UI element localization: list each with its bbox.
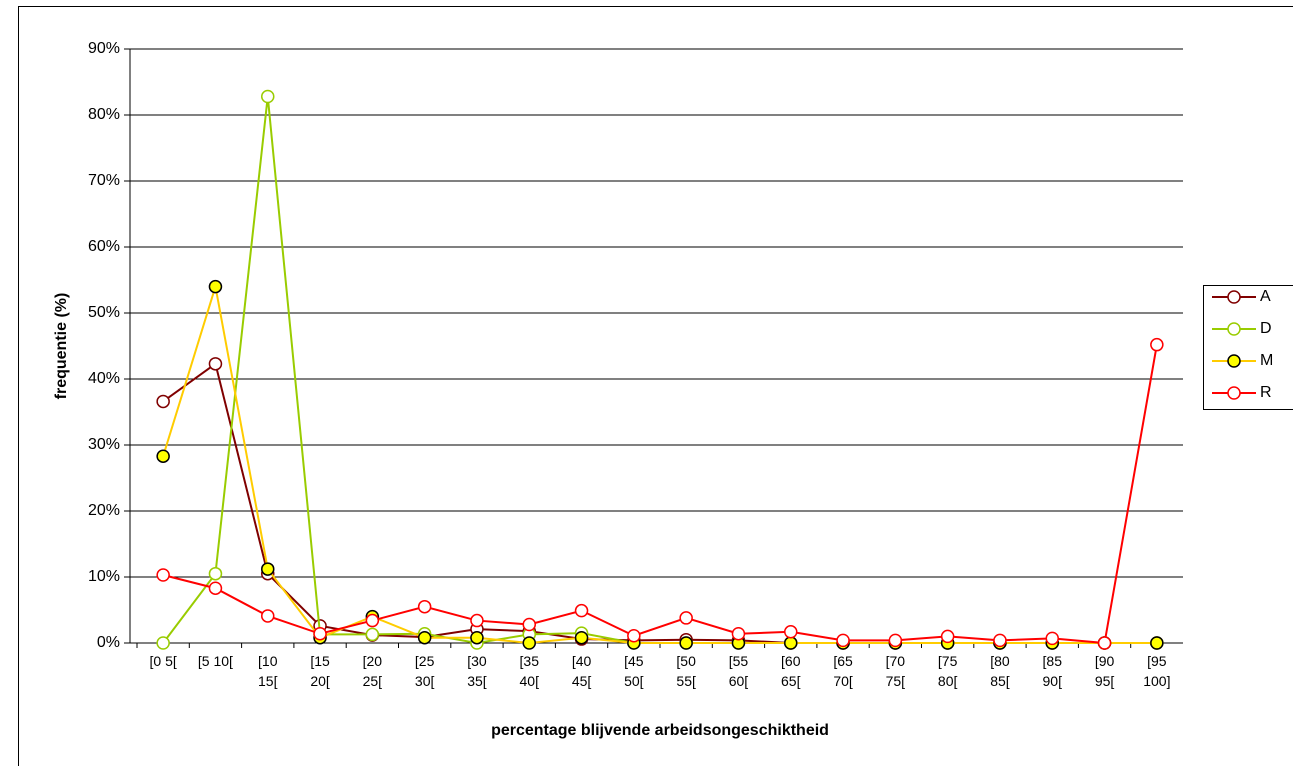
marker bbox=[940, 629, 955, 644]
y-tick-label: 80% bbox=[88, 106, 120, 123]
legend-marker bbox=[1227, 386, 1241, 400]
x-tick-label: [35 40[ bbox=[519, 653, 539, 689]
x-tick-label: [60 65[ bbox=[781, 653, 801, 689]
x-tick-label: [20 25[ bbox=[362, 653, 383, 689]
marker bbox=[208, 581, 223, 595]
marker bbox=[156, 449, 170, 463]
y-tick-label: 40% bbox=[88, 370, 120, 387]
y-tick-label: 90% bbox=[88, 40, 120, 57]
marker bbox=[574, 630, 589, 645]
marker bbox=[156, 568, 170, 582]
marker bbox=[208, 357, 223, 371]
x-tick-label: [15 20[ bbox=[310, 653, 330, 689]
marker bbox=[156, 636, 170, 650]
marker bbox=[522, 617, 536, 632]
marker bbox=[470, 630, 484, 645]
x-tick-label: [85 90[ bbox=[1042, 653, 1062, 689]
marker bbox=[1045, 631, 1059, 646]
x-tick-label: [65 70[ bbox=[833, 653, 853, 689]
y-tick-label: 20% bbox=[88, 502, 120, 519]
marker bbox=[208, 279, 223, 294]
marker bbox=[731, 627, 746, 641]
x-tick-label: [5 10[ bbox=[197, 653, 233, 669]
x-tick-label: [55 60[ bbox=[728, 653, 749, 689]
x-tick-label: [90 95[ bbox=[1094, 653, 1115, 689]
y-tick-label: 30% bbox=[88, 436, 120, 453]
y-tick-label: 10% bbox=[88, 568, 120, 585]
series-line bbox=[162, 362, 1157, 644]
y-tick-label: 70% bbox=[88, 172, 120, 189]
marker bbox=[156, 394, 170, 409]
marker bbox=[888, 633, 903, 648]
x-tick-label: [70 75[ bbox=[885, 653, 906, 689]
legend-label: M bbox=[1260, 352, 1273, 369]
series-line bbox=[162, 96, 1157, 645]
marker bbox=[417, 630, 432, 645]
x-tick-label: [45 50[ bbox=[624, 653, 644, 689]
marker bbox=[993, 633, 1007, 648]
x-tick-label: [95 100] bbox=[1143, 653, 1171, 689]
legend-label: R bbox=[1260, 384, 1272, 401]
y-tick-label: 50% bbox=[88, 304, 120, 321]
x-tick-label: [25 30[ bbox=[414, 653, 435, 689]
marker bbox=[784, 636, 798, 650]
legend-marker bbox=[1227, 290, 1241, 304]
legend-label: A bbox=[1260, 288, 1271, 305]
x-tick-label: [40 45[ bbox=[571, 653, 592, 689]
marker bbox=[365, 613, 380, 628]
marker bbox=[784, 625, 798, 639]
chart-frame bbox=[18, 6, 1293, 766]
marker bbox=[261, 89, 275, 104]
y-axis-label: frequentie (%) bbox=[53, 293, 70, 400]
marker bbox=[261, 609, 275, 623]
legend-marker bbox=[1227, 354, 1241, 368]
marker bbox=[1097, 636, 1112, 650]
x-tick-label: [0 5[ bbox=[149, 653, 177, 669]
y-tick-label: 0% bbox=[97, 634, 120, 651]
legend-box bbox=[1203, 285, 1293, 410]
x-tick-label: [10 15[ bbox=[258, 653, 278, 689]
x-tick-label: [50 55[ bbox=[676, 653, 696, 689]
legend-marker bbox=[1227, 322, 1241, 336]
marker bbox=[417, 599, 432, 614]
legend-label: D bbox=[1260, 320, 1272, 337]
series-line bbox=[162, 344, 1158, 645]
x-tick-label: [30 35[ bbox=[467, 653, 487, 689]
marker bbox=[1150, 337, 1164, 352]
x-tick-label: [80 85[ bbox=[990, 653, 1010, 689]
marker bbox=[679, 636, 693, 650]
marker bbox=[261, 562, 275, 576]
marker bbox=[208, 566, 223, 581]
marker bbox=[679, 611, 693, 625]
marker bbox=[836, 633, 850, 648]
y-tick-label: 60% bbox=[88, 238, 120, 255]
marker bbox=[365, 627, 380, 642]
marker bbox=[522, 636, 536, 650]
x-axis-label: percentage blijvende arbeidsongeschikthe… bbox=[491, 722, 829, 739]
marker bbox=[313, 627, 327, 641]
marker bbox=[470, 613, 484, 628]
series-line bbox=[162, 286, 1157, 645]
x-tick-label: [75 80[ bbox=[937, 653, 958, 689]
marker bbox=[627, 628, 641, 643]
marker bbox=[1150, 636, 1164, 650]
marker bbox=[574, 603, 589, 618]
